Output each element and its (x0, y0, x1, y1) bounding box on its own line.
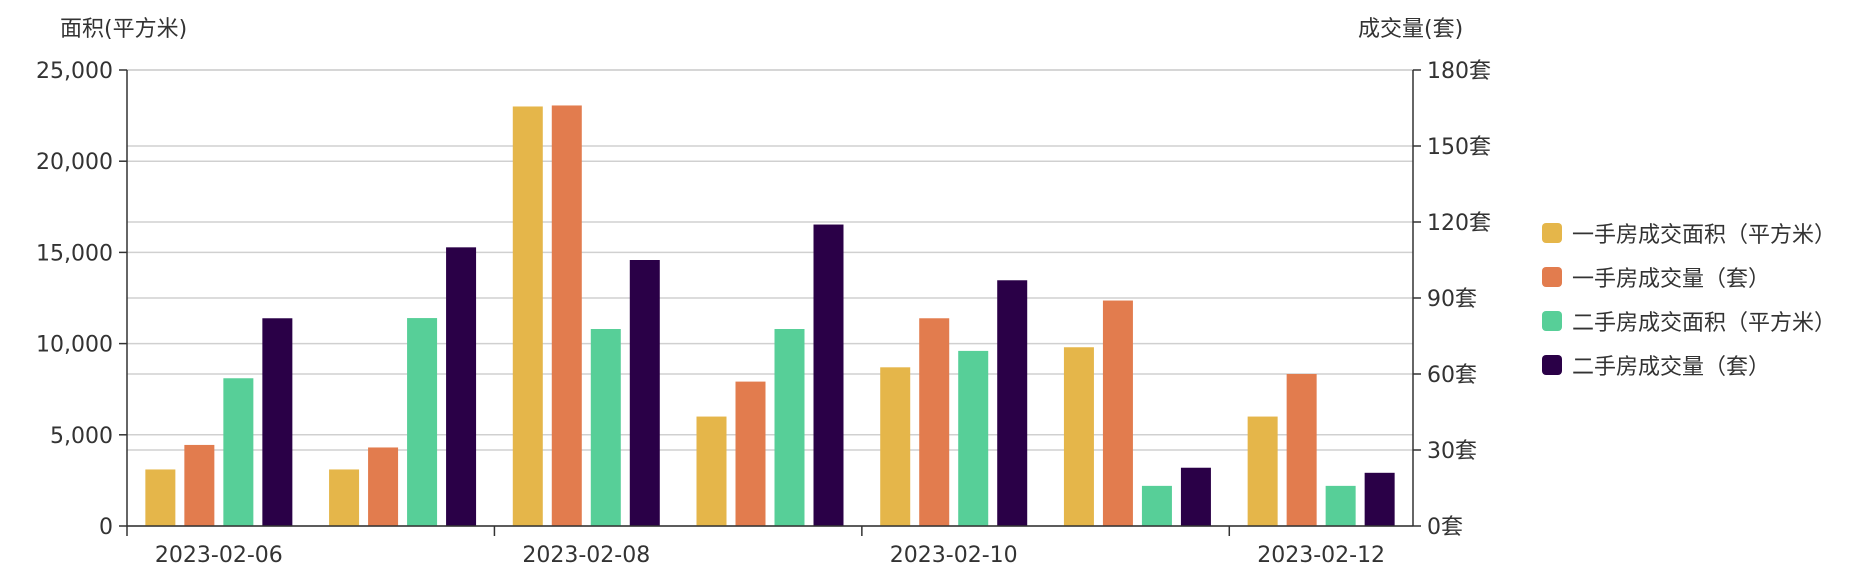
bar-4-2023-02-11[interactable] (1180, 467, 1211, 526)
bar-1-2023-02-08[interactable] (512, 106, 543, 526)
bar-2-2023-02-09[interactable] (735, 381, 766, 526)
right-tick-label: 0套 (1427, 515, 1463, 540)
bar-1-2023-02-07[interactable] (329, 469, 360, 526)
legend-label-2: 一手房成交量（套） (1572, 267, 1770, 292)
x-tick-label: 2023-02-06 (155, 543, 283, 568)
legend-label-3: 二手房成交面积（平方米） (1572, 311, 1836, 336)
bar-4-2023-02-12[interactable] (1364, 472, 1395, 526)
right-tick-label: 150套 (1427, 135, 1491, 160)
bar-2-2023-02-10[interactable] (919, 318, 950, 526)
right-tick-label: 60套 (1427, 363, 1477, 388)
bar-4-2023-02-10[interactable] (997, 280, 1028, 526)
bar-1-2023-02-06[interactable] (145, 469, 176, 526)
bar-1-2023-02-12[interactable] (1247, 416, 1278, 526)
legend-swatch-2 (1542, 267, 1562, 287)
bar-2-2023-02-11[interactable] (1102, 300, 1133, 526)
legend-label-4: 二手房成交量（套） (1572, 355, 1770, 380)
legend: 一手房成交面积（平方米） 一手房成交量（套） 二手房成交面积（平方米） 二手房成交量（… (1542, 223, 1836, 380)
gridlines (127, 69, 1413, 527)
legend-swatch-4 (1542, 355, 1562, 375)
x-tick-label: 2023-02-08 (522, 543, 650, 568)
left-tick-label: 20,000 (36, 150, 113, 175)
x-tick-label: 2023-02-12 (1257, 543, 1385, 568)
left-tick-label: 10,000 (36, 333, 113, 358)
right-axis-title: 成交量(套) (1358, 17, 1463, 42)
bar-1-2023-02-11[interactable] (1063, 347, 1094, 526)
bar-2-2023-02-12[interactable] (1286, 374, 1317, 526)
bar-3-2023-02-11[interactable] (1141, 485, 1172, 526)
legend-label-1: 一手房成交面积（平方米） (1572, 223, 1836, 248)
bar-2-2023-02-07[interactable] (368, 447, 399, 526)
legend-swatch-3 (1542, 311, 1562, 331)
left-tick-label: 5,000 (50, 424, 113, 449)
left-tick-label: 15,000 (36, 241, 113, 266)
bar-4-2023-02-07[interactable] (446, 247, 477, 527)
right-tick-label: 120套 (1427, 211, 1491, 236)
left-tick-label: 0 (99, 515, 113, 540)
bar-3-2023-02-09[interactable] (774, 329, 805, 526)
bar-4-2023-02-06[interactable] (262, 318, 293, 526)
right-tick-label: 30套 (1427, 439, 1477, 464)
right-tick-label: 90套 (1427, 287, 1477, 312)
bar-3-2023-02-06[interactable] (223, 378, 254, 526)
left-axis-title: 面积(平方米) (60, 17, 187, 42)
bar-1-2023-02-10[interactable] (880, 367, 911, 526)
right-tick-label: 180套 (1427, 59, 1491, 84)
bar-2-2023-02-06[interactable] (184, 444, 215, 526)
bar-3-2023-02-07[interactable] (407, 318, 438, 526)
bar-2-2023-02-08[interactable] (551, 105, 582, 526)
axes: 面积(平方米) 成交量(套) 0 5,000 10,000 15,000 20,000 2… (36, 17, 1491, 568)
bar-4-2023-02-09[interactable] (813, 224, 844, 527)
x-tick-label: 2023-02-10 (890, 543, 1018, 568)
bar-4-2023-02-08[interactable] (629, 260, 660, 526)
legend-swatch-1 (1542, 223, 1562, 243)
left-tick-label: 25,000 (36, 59, 113, 84)
bars (145, 105, 1395, 527)
bar-1-2023-02-09[interactable] (696, 416, 727, 526)
bar-3-2023-02-10[interactable] (958, 350, 989, 526)
bar-3-2023-02-08[interactable] (590, 329, 621, 526)
bar-3-2023-02-12[interactable] (1325, 485, 1356, 526)
